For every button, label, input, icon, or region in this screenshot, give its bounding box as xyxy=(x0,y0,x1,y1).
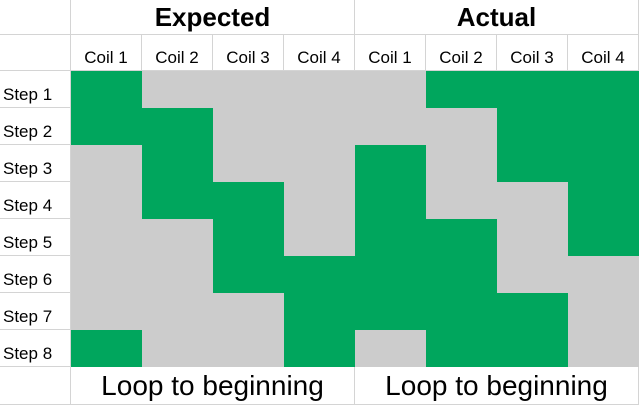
actual-step2-coil1-off-cell[interactable] xyxy=(355,108,426,145)
actual-step7-coil1-on-cell[interactable] xyxy=(355,293,426,330)
expected-step2-coil2-on-cell[interactable] xyxy=(142,108,213,145)
actual-step4-coil1-on-cell[interactable] xyxy=(355,182,426,219)
expected-step4-coil2-on-cell[interactable] xyxy=(142,182,213,219)
footer-blank-cell[interactable] xyxy=(0,367,71,405)
actual-step3-coil1-on-cell[interactable] xyxy=(355,145,426,182)
actual-step4-coil2-off-cell[interactable] xyxy=(426,182,497,219)
actual-step6-coil2-on-cell[interactable] xyxy=(426,256,497,293)
expected-step8-coil1-on-cell[interactable] xyxy=(71,330,142,367)
coil-header[interactable]: Coil 1 xyxy=(71,35,142,71)
expected-step4-coil3-on-cell[interactable] xyxy=(213,182,284,219)
actual-step1-coil1-off-cell[interactable] xyxy=(355,71,426,108)
actual-step7-coil4-off-cell[interactable] xyxy=(568,293,639,330)
expected-step4-coil4-off-cell[interactable] xyxy=(284,182,355,219)
actual-step4-coil4-on-cell[interactable] xyxy=(568,182,639,219)
expected-title[interactable]: Expected xyxy=(71,0,355,35)
actual-title[interactable]: Actual xyxy=(355,0,639,35)
expected-step1-coil3-off-cell[interactable] xyxy=(213,71,284,108)
expected-step7-coil3-off-cell[interactable] xyxy=(213,293,284,330)
actual-loop-label[interactable]: Loop to beginning xyxy=(355,367,639,405)
expected-step3-coil1-off-cell[interactable] xyxy=(71,145,142,182)
actual-step6-coil3-off-cell[interactable] xyxy=(497,256,568,293)
actual-step6-coil4-off-cell[interactable] xyxy=(568,256,639,293)
step-label[interactable]: Step 8 xyxy=(0,330,71,367)
expected-step1-coil4-off-cell[interactable] xyxy=(284,71,355,108)
expected-step1-coil1-on-cell[interactable] xyxy=(71,71,142,108)
expected-step8-coil3-off-cell[interactable] xyxy=(213,330,284,367)
expected-step1-coil2-off-cell[interactable] xyxy=(142,71,213,108)
expected-step6-coil1-off-cell[interactable] xyxy=(71,256,142,293)
expected-step7-coil2-off-cell[interactable] xyxy=(142,293,213,330)
expected-step2-coil4-off-cell[interactable] xyxy=(284,108,355,145)
actual-step1-coil4-on-cell[interactable] xyxy=(568,71,639,108)
actual-step1-coil2-on-cell[interactable] xyxy=(426,71,497,108)
step-label[interactable]: Step 3 xyxy=(0,145,71,182)
actual-step2-coil2-off-cell[interactable] xyxy=(426,108,497,145)
step-label[interactable]: Step 1 xyxy=(0,71,71,108)
expected-loop-label[interactable]: Loop to beginning xyxy=(71,367,355,405)
expected-step6-coil4-on-cell[interactable] xyxy=(284,256,355,293)
coil-header[interactable]: Coil 2 xyxy=(426,35,497,71)
coil-header[interactable]: Coil 3 xyxy=(213,35,284,71)
expected-step3-coil3-off-cell[interactable] xyxy=(213,145,284,182)
expected-step3-coil4-off-cell[interactable] xyxy=(284,145,355,182)
expected-step3-coil2-on-cell[interactable] xyxy=(142,145,213,182)
step-label[interactable]: Step 6 xyxy=(0,256,71,293)
expected-step8-coil2-off-cell[interactable] xyxy=(142,330,213,367)
expected-step6-coil3-on-cell[interactable] xyxy=(213,256,284,293)
expected-step7-coil1-off-cell[interactable] xyxy=(71,293,142,330)
actual-step7-coil2-on-cell[interactable] xyxy=(426,293,497,330)
step-label[interactable]: Step 2 xyxy=(0,108,71,145)
step-label[interactable]: Step 5 xyxy=(0,219,71,256)
actual-step7-coil3-on-cell[interactable] xyxy=(497,293,568,330)
actual-step5-coil1-on-cell[interactable] xyxy=(355,219,426,256)
actual-step8-coil4-off-cell[interactable] xyxy=(568,330,639,367)
actual-step4-coil3-off-cell[interactable] xyxy=(497,182,568,219)
coil-header[interactable]: Coil 1 xyxy=(355,35,426,71)
expected-step8-coil4-on-cell[interactable] xyxy=(284,330,355,367)
actual-step3-coil2-off-cell[interactable] xyxy=(426,145,497,182)
expected-step5-coil3-on-cell[interactable] xyxy=(213,219,284,256)
expected-step5-coil4-off-cell[interactable] xyxy=(284,219,355,256)
actual-step6-coil1-on-cell[interactable] xyxy=(355,256,426,293)
expected-step5-coil1-off-cell[interactable] xyxy=(71,219,142,256)
actual-step3-coil4-on-cell[interactable] xyxy=(568,145,639,182)
expected-step4-coil1-off-cell[interactable] xyxy=(71,182,142,219)
corner-cell[interactable] xyxy=(0,0,71,35)
actual-step8-coil1-off-cell[interactable] xyxy=(355,330,426,367)
expected-step6-coil2-off-cell[interactable] xyxy=(142,256,213,293)
actual-step2-coil4-on-cell[interactable] xyxy=(568,108,639,145)
header-blank-cell[interactable] xyxy=(0,35,71,71)
coil-header[interactable]: Coil 4 xyxy=(568,35,639,71)
actual-step3-coil3-on-cell[interactable] xyxy=(497,145,568,182)
actual-step5-coil2-on-cell[interactable] xyxy=(426,219,497,256)
expected-step2-coil3-off-cell[interactable] xyxy=(213,108,284,145)
expected-step5-coil2-off-cell[interactable] xyxy=(142,219,213,256)
coil-header[interactable]: Coil 4 xyxy=(284,35,355,71)
expected-step2-coil1-on-cell[interactable] xyxy=(71,108,142,145)
step-label[interactable]: Step 4 xyxy=(0,182,71,219)
actual-step8-coil2-on-cell[interactable] xyxy=(426,330,497,367)
actual-step5-coil4-on-cell[interactable] xyxy=(568,219,639,256)
coil-header[interactable]: Coil 3 xyxy=(497,35,568,71)
step-label[interactable]: Step 7 xyxy=(0,293,71,330)
coil-header[interactable]: Coil 2 xyxy=(142,35,213,71)
actual-step2-coil3-on-cell[interactable] xyxy=(497,108,568,145)
actual-step8-coil3-on-cell[interactable] xyxy=(497,330,568,367)
actual-step5-coil3-off-cell[interactable] xyxy=(497,219,568,256)
expected-step7-coil4-on-cell[interactable] xyxy=(284,293,355,330)
actual-step1-coil3-on-cell[interactable] xyxy=(497,71,568,108)
